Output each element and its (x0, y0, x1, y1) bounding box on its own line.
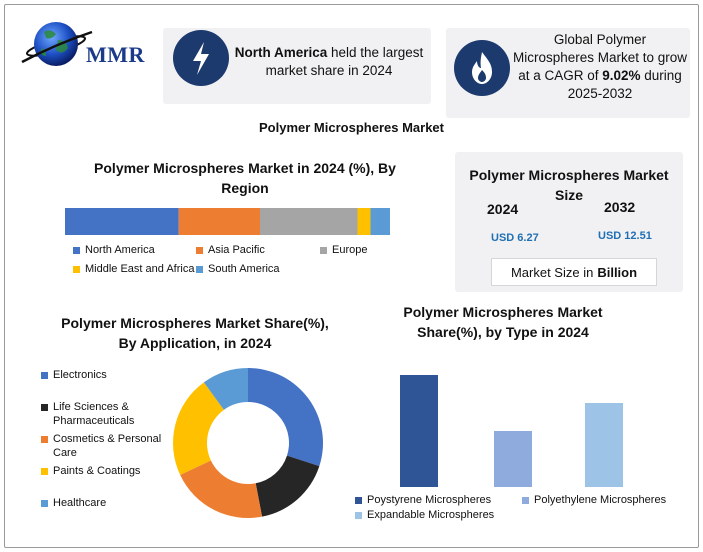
donut-slice-paints-coatings (173, 382, 224, 475)
type-chart-title: Polymer Microspheres Market Share(%), by… (403, 304, 603, 340)
legend-label: Paints & Coatings (53, 465, 141, 477)
application-legend-item: Healthcare (41, 496, 166, 510)
donut-slice-cosmetics-personal-care (180, 460, 263, 519)
donut-slice-electronics (248, 368, 323, 467)
legend-swatch (73, 246, 80, 254)
cagr-text-before: Global Polymer Microspheres Market to gr… (512, 32, 688, 83)
region-legend-item: Europe (320, 244, 367, 256)
legend-label: Healthcare (53, 497, 107, 509)
highlight-region-rest: held the largest market share in 2024 (265, 45, 424, 78)
region-bar-europe (260, 208, 358, 235)
legend-swatch (41, 436, 48, 443)
region-legend-item: North America (73, 244, 155, 256)
legend-swatch (41, 404, 48, 411)
legend-swatch (522, 496, 529, 504)
highlight-card-cagr: Global Polymer Microspheres Market to gr… (446, 28, 690, 118)
application-chart-title: Polymer Microspheres Market Share(%), By… (61, 315, 329, 351)
type-legend-item: Expandable Microspheres (355, 509, 494, 521)
legend-swatch (355, 496, 362, 504)
value-end: USD 12.51 (598, 230, 652, 242)
type-legend-item: Polyethylene Microspheres (522, 494, 666, 506)
region-bar-north-america (65, 208, 179, 235)
application-legend-item: Cosmetics & Personal Care (41, 432, 166, 460)
legend-label: Life Sciences & Pharmaceuticals (53, 401, 135, 427)
legend-label: Cosmetics & Personal Care (53, 433, 162, 459)
legend-label: Polyethylene Microspheres (534, 494, 667, 506)
region-bar-asia-pacific (178, 208, 260, 235)
application-legend-item: Electronics (41, 368, 166, 382)
legend-label: Middle East and Africa (85, 263, 195, 275)
flame-icon (454, 40, 510, 96)
region-legend-item: Asia Pacific (196, 244, 265, 256)
cagr-value: 9.02% (602, 68, 641, 83)
cagr-text-after: during 2025-2032 (567, 68, 682, 101)
type-bar-poystyrene-microspheres (400, 375, 438, 487)
donut-slice-healthcare (203, 368, 248, 410)
application-legend-item: Paints & Coatings (41, 464, 166, 478)
legend-label: Expandable Microspheres (367, 509, 495, 521)
infographic-frame (4, 4, 699, 548)
region-legend-item: South America (196, 263, 280, 275)
type-bar-expandable-microspheres (585, 403, 623, 487)
legend-swatch (355, 511, 362, 519)
legend-label: Poystyrene Microspheres (367, 494, 492, 506)
legend-swatch (41, 468, 48, 475)
region-legend-item: Middle East and Africa (73, 263, 194, 275)
year-end: 2032 (604, 199, 636, 215)
brand-name: MMR (86, 42, 145, 67)
market-size-unit: Market Size in Billion (491, 258, 657, 286)
value-start: USD 6.27 (491, 232, 539, 244)
unit-bold: Billion (597, 264, 638, 280)
main-title: Polymer Microspheres Market (259, 120, 444, 135)
legend-swatch (320, 246, 327, 254)
lightning-icon (173, 30, 229, 86)
legend-swatch (41, 500, 48, 507)
application-legend-item: Life Sciences & Pharmaceuticals (41, 400, 166, 428)
legend-swatch (196, 265, 203, 273)
brand-logo: MMR (16, 18, 146, 78)
region-chart-title: Polymer Microspheres Market in 2024 (%),… (94, 160, 396, 196)
highlight-region-bold: North America (234, 45, 328, 60)
legend-label: Europe (332, 244, 368, 256)
market-size-title: Polymer Microspheres Market Size (469, 167, 669, 203)
legend-label: South America (208, 263, 280, 275)
legend-label: North America (85, 244, 155, 256)
highlight-text-region: North America held the largest market sh… (231, 44, 427, 80)
unit-prefix: Market Size in (510, 264, 594, 280)
highlight-text-cagr: Global Polymer Microspheres Market to gr… (512, 31, 688, 103)
globe-icon (21, 22, 93, 66)
legend-label: Asia Pacific (208, 244, 265, 256)
legend-swatch (73, 265, 80, 273)
year-start: 2024 (487, 201, 519, 217)
region-bar-south-america (370, 208, 390, 235)
type-legend-item: Poystyrene Microspheres (355, 494, 491, 506)
legend-swatch (196, 246, 203, 254)
region-bar-middle-east-and-africa (357, 208, 371, 235)
legend-swatch (41, 372, 48, 379)
market-size-card: Polymer Microspheres Market Size 2024 20… (455, 152, 683, 292)
type-bar-polyethylene-microspheres (494, 431, 532, 487)
donut-slice-life-sciences-pharmaceuticals (255, 455, 320, 517)
legend-label: Electronics (53, 369, 107, 381)
highlight-card-region: North America held the largest market sh… (163, 28, 431, 104)
